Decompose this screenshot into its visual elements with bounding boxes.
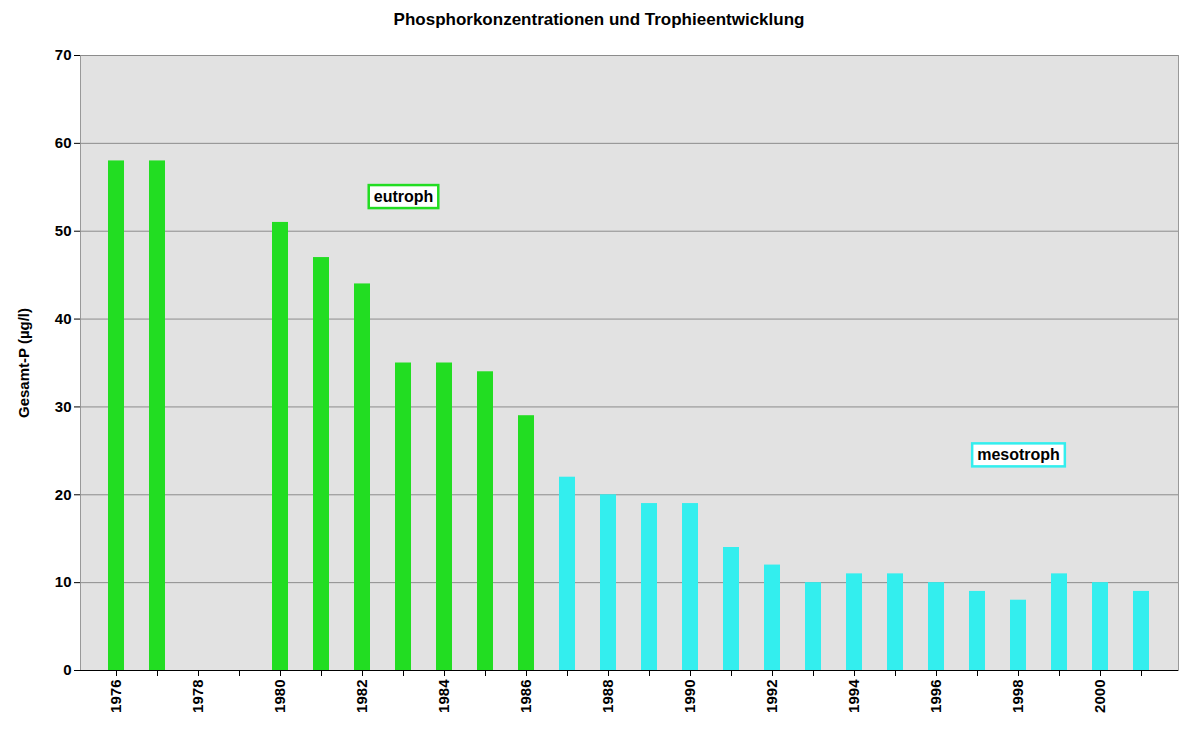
svg-text:70: 70	[55, 46, 72, 63]
svg-text:1984: 1984	[435, 679, 452, 713]
svg-text:1982: 1982	[353, 680, 370, 713]
svg-text:1986: 1986	[517, 680, 534, 713]
svg-text:1980: 1980	[271, 680, 288, 713]
svg-text:0: 0	[63, 661, 71, 678]
svg-text:1976: 1976	[107, 680, 124, 713]
svg-text:2000: 2000	[1091, 680, 1108, 713]
svg-text:1994: 1994	[845, 679, 862, 713]
svg-text:20: 20	[55, 486, 72, 503]
svg-text:30: 30	[55, 398, 72, 415]
svg-text:60: 60	[55, 134, 72, 151]
svg-text:1998: 1998	[1009, 680, 1026, 713]
svg-text:mesotroph: mesotroph	[977, 446, 1060, 463]
svg-text:10: 10	[55, 573, 72, 590]
svg-text:eutroph: eutroph	[374, 188, 434, 205]
svg-text:40: 40	[55, 310, 72, 327]
svg-text:1990: 1990	[681, 680, 698, 713]
svg-text:1996: 1996	[927, 680, 944, 713]
svg-text:50: 50	[55, 222, 72, 239]
html-text:Phosphorkonzentrationen und Tr: Phosphorkonzentrationen und Trophieentwi…	[393, 10, 805, 29]
svg-text:Gesamt-P (µg/l): Gesamt-P (µg/l)	[15, 308, 32, 418]
svg-text:1978: 1978	[189, 680, 206, 713]
svg-text:1992: 1992	[763, 680, 780, 713]
svg-text:1988: 1988	[599, 680, 616, 713]
